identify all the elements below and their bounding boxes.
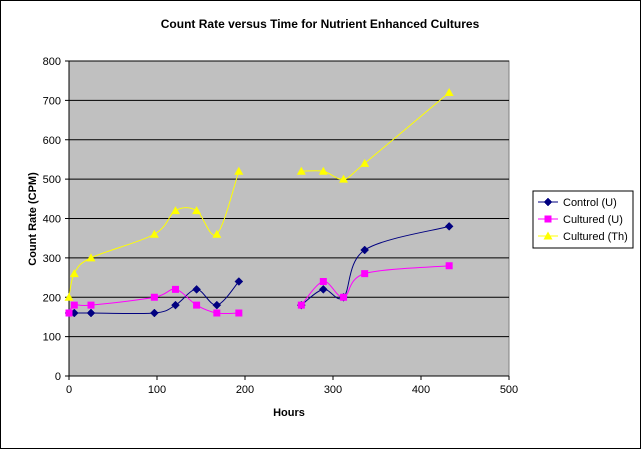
data-point-cultured-u-193 xyxy=(235,309,243,317)
data-point-cultured-th-168 xyxy=(212,229,222,238)
data-point-cultured-th-336 xyxy=(360,158,370,167)
data-point-cultured-th-193 xyxy=(234,166,244,175)
grid-lines xyxy=(69,60,509,338)
legend-label-cultured-u: Cultured (U) xyxy=(563,214,623,226)
data-point-control-u-168 xyxy=(212,300,222,310)
data-point-cultured-th-145 xyxy=(192,206,202,215)
data-point-control-u-121 xyxy=(171,300,180,310)
data-point-cultured-u-6 xyxy=(70,301,78,309)
data-point-control-u-97 xyxy=(150,308,159,318)
data-point-cultured-u-289 xyxy=(319,278,327,285)
data-point-control-u-25 xyxy=(86,308,96,318)
data-point-cultured-u-336 xyxy=(361,270,369,278)
legend: Control (U) Cultured (U) Cultured (Th) xyxy=(532,190,634,249)
data-point-cultured-th-432 xyxy=(444,88,454,96)
y-tick-label-0: 0 xyxy=(55,371,61,383)
data-point-cultured-u-25 xyxy=(87,301,95,309)
legend-items: Control (U) Cultured (U) Cultured (Th) xyxy=(538,197,628,243)
y-tick-label-500: 500 xyxy=(43,174,61,186)
x-tick-label-300: 300 xyxy=(324,384,342,396)
chart-title: Count Rate versus Time for Nutrient Enha… xyxy=(161,17,480,31)
y-tick-label-400: 400 xyxy=(43,214,61,226)
data-point-cultured-u-432 xyxy=(445,262,453,270)
x-tick-label-500: 500 xyxy=(500,384,518,396)
legend-marker-cultured-u xyxy=(544,215,552,223)
x-tick-label-200: 200 xyxy=(236,384,254,396)
legend-marker-cultured-th xyxy=(543,231,553,240)
x-tick-label-100: 100 xyxy=(148,384,166,396)
data-point-cultured-u-97 xyxy=(150,293,158,301)
series-markers xyxy=(64,88,454,318)
data-point-control-u-145 xyxy=(192,285,201,294)
y-tick-label-200: 200 xyxy=(43,292,61,304)
data-point-control-u-193 xyxy=(234,277,244,286)
data-point-cultured-th-0 xyxy=(64,292,74,301)
y-tick-label-100: 100 xyxy=(43,332,61,344)
data-point-cultured-u-312 xyxy=(340,293,348,301)
x-tick-labels: 0 100 200 300 400 500 xyxy=(66,384,518,396)
y-tick-labels: 0 100 200 300 400 500 600 700 800 xyxy=(43,56,61,383)
data-point-cultured-th-312 xyxy=(339,174,349,183)
data-point-control-u-289 xyxy=(318,285,328,294)
y-tick-label-800: 800 xyxy=(43,56,61,68)
legend-marker-control-u xyxy=(543,197,553,207)
legend-label-control-u: Control (U) xyxy=(563,197,617,209)
data-point-control-u-432 xyxy=(444,222,454,231)
data-point-cultured-th-289 xyxy=(318,166,328,175)
x-axis-label: Hours xyxy=(273,407,305,419)
data-point-cultured-u-168 xyxy=(213,309,221,317)
data-point-cultured-th-121 xyxy=(170,206,180,215)
data-point-cultured-u-264 xyxy=(297,301,305,309)
legend-label-cultured-th: Cultured (Th) xyxy=(563,231,628,243)
y-axis-label: Count Rate (CPM) xyxy=(27,172,39,266)
data-point-cultured-u-145 xyxy=(193,301,201,309)
data-point-cultured-th-6 xyxy=(69,269,79,278)
axes xyxy=(65,60,510,380)
data-point-control-u-336 xyxy=(360,245,370,255)
y-tick-label-600: 600 xyxy=(43,135,61,147)
x-tick-label-0: 0 xyxy=(66,384,72,396)
y-tick-label-300: 300 xyxy=(43,253,61,265)
data-point-cultured-u-0 xyxy=(65,309,73,317)
data-point-cultured-th-97 xyxy=(149,229,159,238)
data-point-cultured-u-121 xyxy=(171,285,179,293)
data-point-cultured-th-25 xyxy=(86,253,96,262)
data-point-cultured-th-264 xyxy=(296,166,306,175)
x-tick-label-400: 400 xyxy=(412,384,430,396)
y-tick-label-700: 700 xyxy=(43,95,61,107)
